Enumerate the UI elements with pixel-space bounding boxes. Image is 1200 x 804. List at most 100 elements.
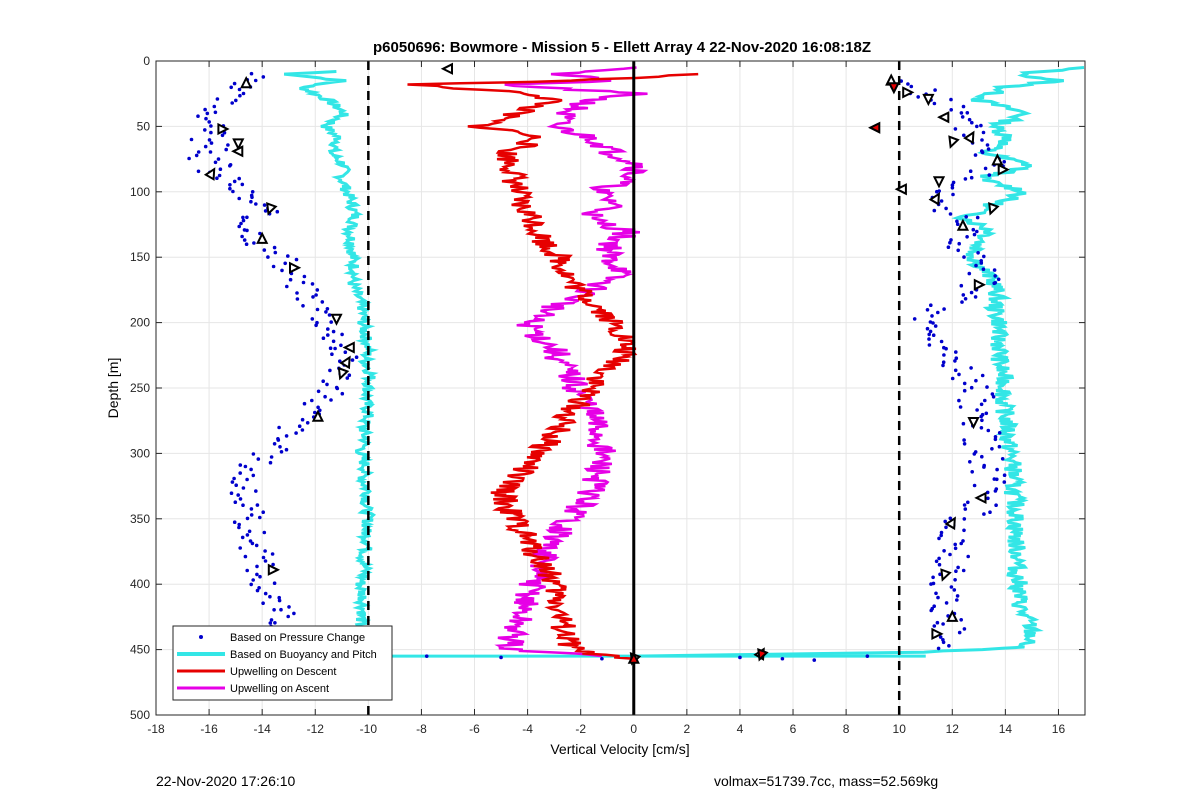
- pressure-point: [957, 241, 961, 246]
- pressure-point: [263, 209, 268, 213]
- pressure-point: [232, 81, 237, 86]
- pressure-point: [272, 442, 277, 446]
- pressure-point: [286, 614, 291, 619]
- pressure-point: [972, 483, 977, 488]
- pressure-point: [983, 166, 988, 171]
- pressure-point: [948, 240, 952, 245]
- pressure-point: [257, 586, 261, 590]
- pressure-point: [980, 418, 984, 423]
- pressure-point: [237, 176, 241, 181]
- event-marker: [974, 491, 987, 505]
- pressure-point: [297, 424, 302, 429]
- pressure-point: [314, 323, 318, 328]
- pressure-point: [956, 248, 960, 253]
- pressure-point: [270, 552, 275, 556]
- pressure-point: [295, 291, 299, 295]
- pressure-point: [947, 644, 951, 648]
- x-tick-label: 0: [630, 722, 637, 736]
- x-tick-label: 16: [1052, 722, 1066, 736]
- pressure-point: [224, 147, 228, 152]
- pressure-point: [245, 568, 249, 573]
- pressure-point: [255, 588, 260, 593]
- legend: Based on Pressure Change Based on Buoyanc…: [172, 625, 393, 701]
- event-marker: [440, 62, 453, 75]
- pressure-point: [189, 137, 194, 142]
- event-marker-red: [757, 648, 769, 662]
- pressure-point: [962, 438, 966, 442]
- pressure-point: [315, 307, 320, 312]
- pressure-point: [216, 157, 221, 161]
- pressure-point: [944, 346, 948, 351]
- pressure-point: [934, 559, 939, 564]
- pressure-point: [952, 588, 957, 592]
- pressure-point: [262, 530, 267, 535]
- pressure-point: [996, 277, 1001, 282]
- pressure-point: [203, 128, 207, 132]
- pressure-point: [241, 91, 246, 96]
- pressure-point: [331, 339, 336, 344]
- pressure-point: [249, 199, 253, 204]
- pressure-point: [961, 421, 966, 426]
- pressure-point: [959, 618, 963, 622]
- event-marker: [922, 93, 935, 107]
- pressure-point: [212, 104, 217, 109]
- pressure-point: [949, 97, 953, 102]
- pressure-point: [247, 529, 252, 534]
- pressure-point: [233, 500, 238, 505]
- pressure-point: [273, 621, 277, 625]
- pressure-point: [310, 398, 314, 403]
- pressure-point: [982, 254, 986, 259]
- pressure-point: [982, 512, 986, 516]
- x-tick-label: 6: [790, 722, 797, 736]
- pressure-point: [969, 366, 973, 370]
- pressure-point: [229, 491, 234, 496]
- pressure-point: [228, 164, 232, 168]
- y-tick-label: 450: [130, 643, 150, 657]
- event-marker: [967, 417, 980, 430]
- pressure-point: [310, 282, 315, 286]
- pressure-point: [343, 350, 348, 355]
- pressure-point: [232, 476, 236, 481]
- pressure-point: [258, 231, 262, 236]
- pressure-point: [271, 562, 275, 567]
- pressure-point: [261, 555, 266, 560]
- x-tick-label: 4: [737, 722, 744, 736]
- pressure-point: [240, 182, 245, 187]
- event-marker: [339, 355, 351, 370]
- pressure-point: [292, 611, 296, 616]
- pressure-point: [960, 300, 964, 304]
- pressure-point: [970, 120, 974, 125]
- pressure-point: [243, 464, 248, 469]
- pressure-point: [243, 554, 248, 559]
- pressure-point: [255, 503, 260, 507]
- pressure-point: [232, 179, 237, 184]
- pressure-point: [280, 268, 284, 273]
- event-marker: [946, 609, 959, 622]
- pressure-point: [949, 238, 953, 242]
- pressure-point: [242, 238, 247, 242]
- pressure-point: [959, 283, 964, 288]
- y-tick-label: 0: [143, 54, 150, 68]
- pressure-point: [944, 601, 949, 605]
- event-marker: [973, 278, 987, 291]
- pressure-point: [254, 202, 258, 206]
- pressure-point: [238, 546, 242, 550]
- pressure-point: [958, 405, 963, 409]
- pressure-point: [954, 569, 958, 573]
- pressure-point: [339, 343, 343, 348]
- pressure-point: [992, 281, 996, 286]
- y-tick-label: 400: [130, 577, 150, 591]
- chart-title: p6050696: Bowmore - Mission 5 - Ellett A…: [373, 39, 871, 56]
- pressure-point: [284, 447, 289, 452]
- pressure-point: [331, 329, 336, 334]
- event-marker: [231, 145, 244, 158]
- pressure-point: [330, 352, 334, 357]
- pressure-point: [320, 300, 325, 304]
- pressure-point: [284, 434, 289, 438]
- pressure-point: [968, 460, 972, 464]
- pressure-point: [957, 630, 962, 635]
- pressure-point: [234, 98, 238, 103]
- pressure-point: [955, 222, 960, 226]
- pressure-point: [976, 251, 980, 255]
